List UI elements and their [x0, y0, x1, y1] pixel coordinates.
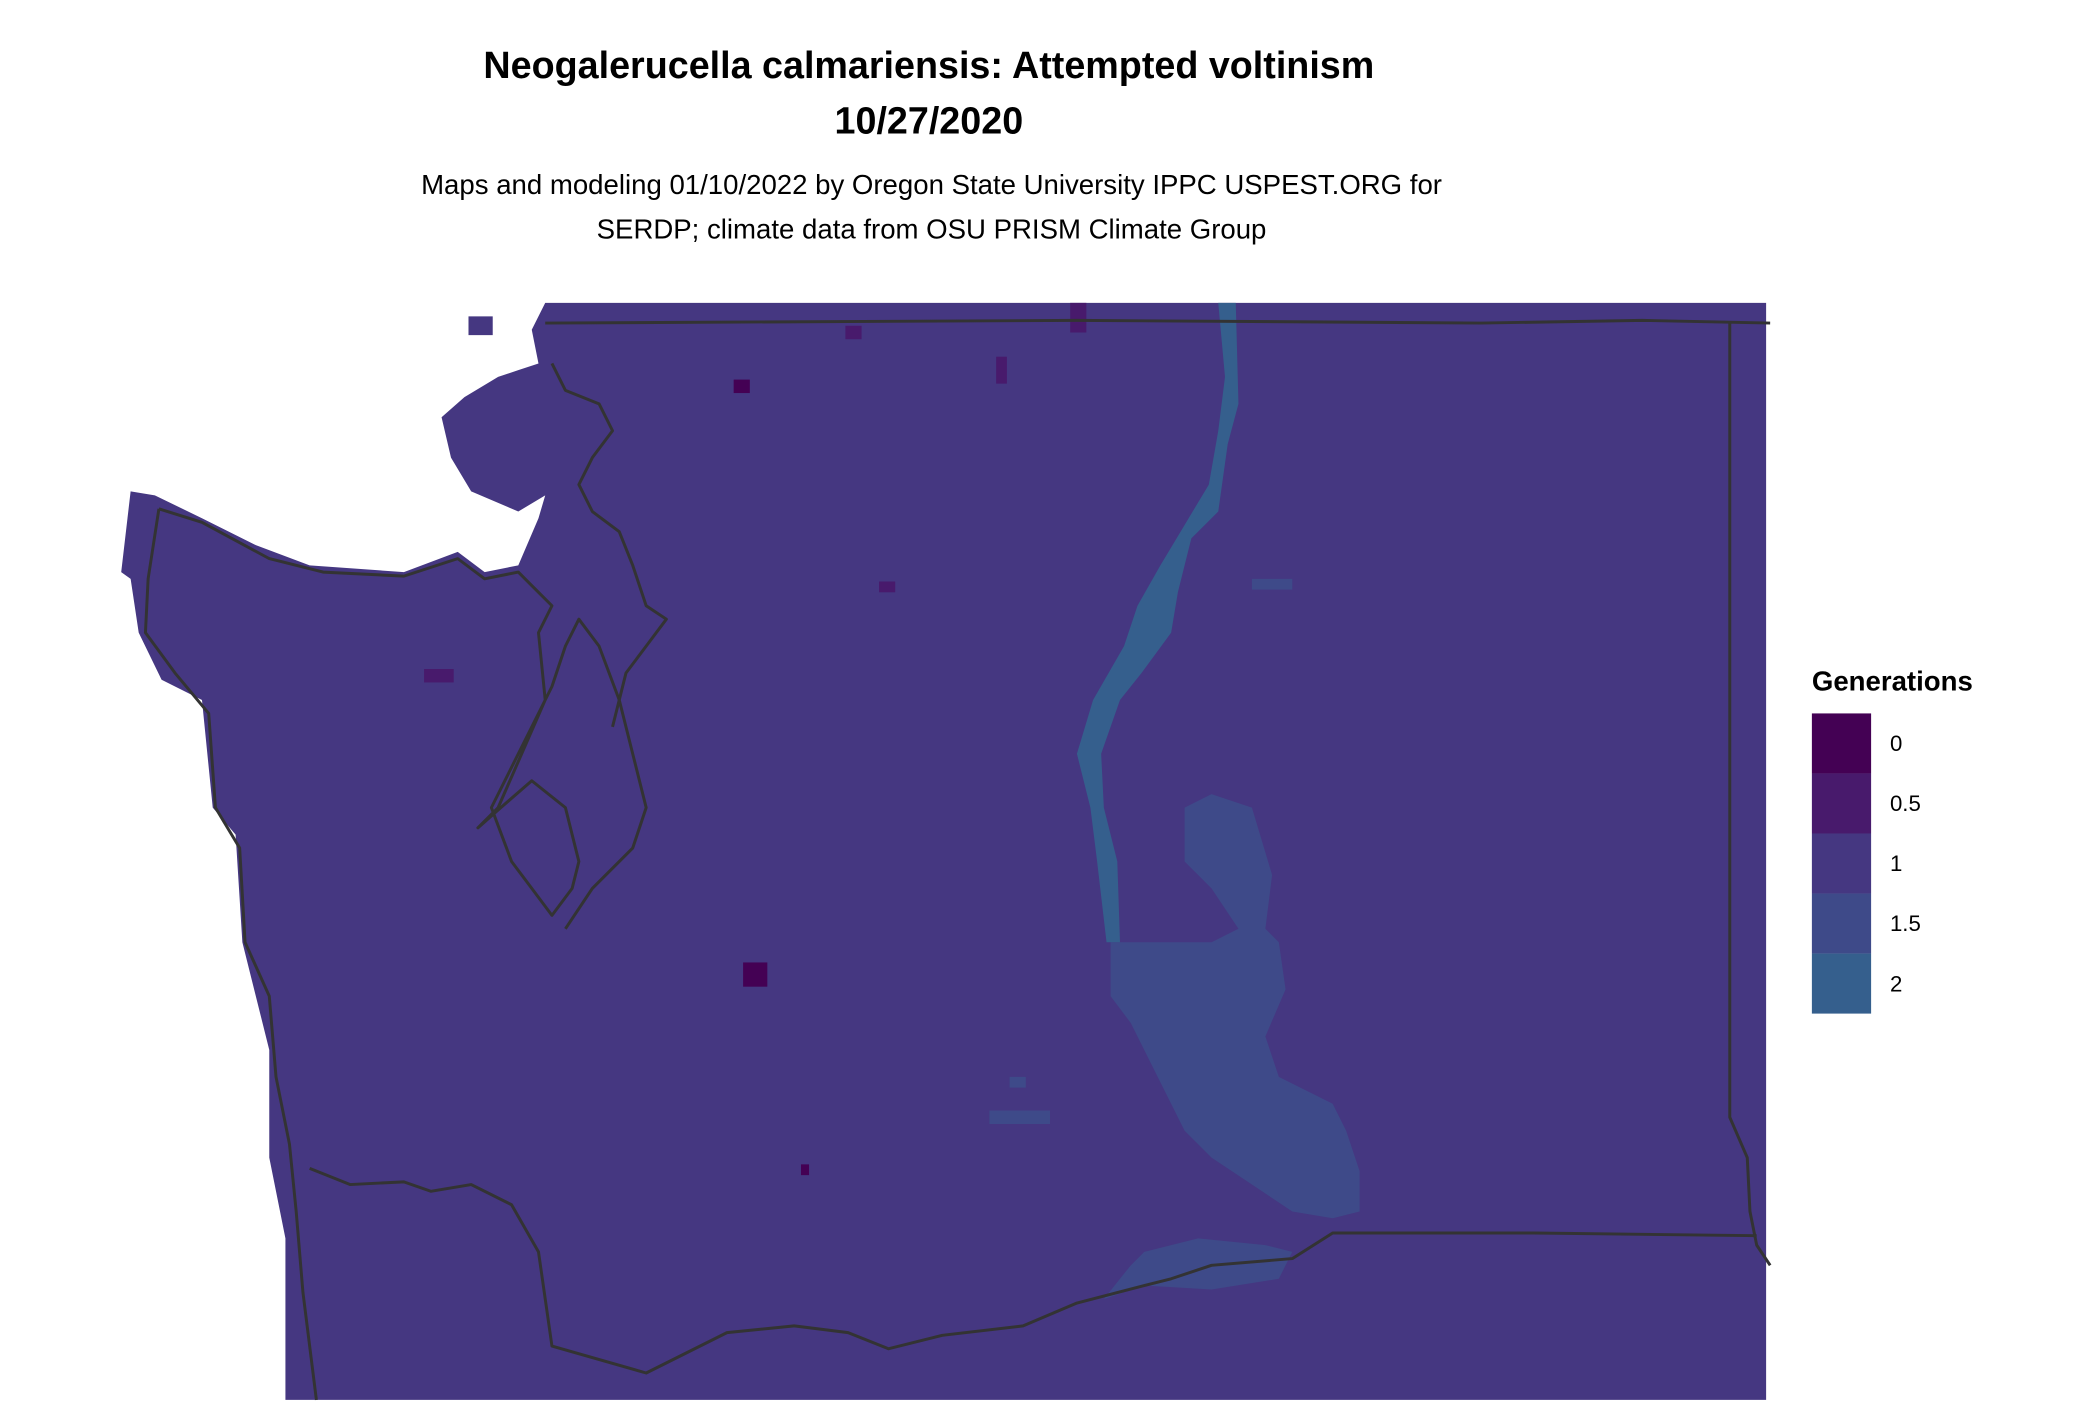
- coastline: [143, 507, 648, 1401]
- raster-generations-0-cell: [743, 962, 768, 987]
- raster-layer: [121, 302, 1767, 1400]
- raster-generations-0.5-cell: [424, 669, 454, 683]
- map-subtitle-line2: SERDP; climate data from OSU PRISM Clima…: [597, 213, 1267, 244]
- raster-generations-0.5-cell: [996, 356, 1007, 384]
- legend-title: Generations: [1812, 666, 1973, 697]
- map-date: 10/27/2020: [835, 99, 1024, 141]
- northern-border: [545, 318, 1771, 325]
- raster-generations-0.5-cell: [879, 581, 896, 593]
- raster-generations-0-cell: [800, 1164, 810, 1176]
- legend-swatch: [1811, 953, 1872, 1014]
- legend-swatch: [1811, 773, 1872, 834]
- legend-swatch: [1811, 833, 1872, 894]
- legend: Generations 0 0.5 1 1.5 2: [1811, 666, 1973, 1014]
- puget-sound-shore: [550, 362, 668, 728]
- legend-swatch: [1811, 893, 1872, 954]
- state-borders: [143, 318, 1772, 1401]
- legend-label: 1: [1890, 851, 1902, 876]
- map-subtitle-line1: Maps and modeling 01/10/2022 by Oregon S…: [421, 169, 1442, 200]
- raster-generations-1.5-columbia-basin: [1110, 794, 1360, 1219]
- map-title: Neogalerucella calmariensis: Attempted v…: [483, 44, 1374, 86]
- legend-label: 1.5: [1890, 911, 1921, 936]
- legend-swatch: [1811, 713, 1872, 774]
- legend-label: 0.5: [1890, 791, 1921, 816]
- eastern-border: [1728, 323, 1772, 1267]
- island-fill: [468, 316, 493, 336]
- raster-generations-2-river: [1076, 302, 1239, 943]
- raster-generations-0.5-cell: [845, 325, 862, 340]
- legend-label: 2: [1890, 971, 1902, 996]
- raster-generations-0-cell: [733, 379, 750, 394]
- legend-label: 0: [1890, 731, 1902, 756]
- southern-border-columbia-river: [309, 1167, 1757, 1375]
- raster-generations-1: [121, 302, 1767, 1400]
- raster-generations-0.5-cell: [1070, 302, 1087, 333]
